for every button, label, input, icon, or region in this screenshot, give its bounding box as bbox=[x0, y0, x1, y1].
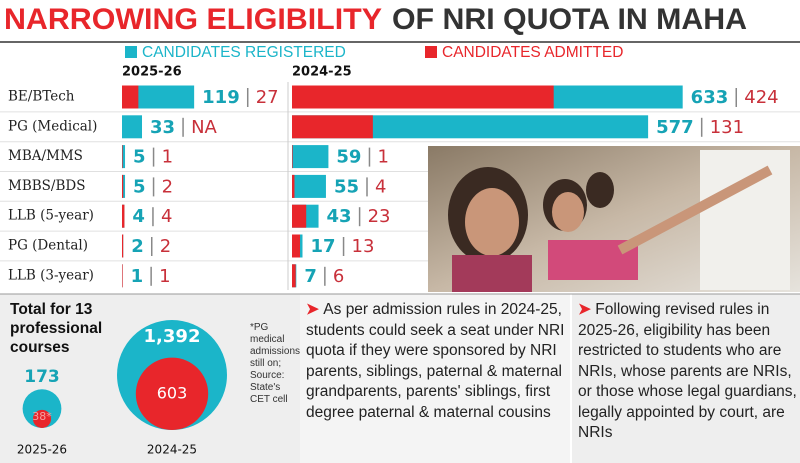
bar-registered bbox=[122, 85, 195, 109]
bar-admitted bbox=[122, 204, 125, 228]
category-label: MBBS/BDS bbox=[8, 178, 85, 194]
legend-swatch bbox=[425, 46, 437, 58]
bar-registered bbox=[122, 115, 143, 139]
value-label-admitted: 1 bbox=[159, 266, 170, 287]
circle-admitted bbox=[135, 357, 209, 431]
value-label-registered: 5 bbox=[133, 176, 146, 197]
note-text: As per admission rules in 2024-25, stude… bbox=[306, 301, 565, 421]
value-label-registered: 5 bbox=[133, 147, 146, 168]
value-label-admitted: 23 bbox=[368, 206, 391, 227]
value-label-registered: 7 bbox=[304, 266, 317, 287]
footnote: *PG medical admissions still on; Source:… bbox=[250, 322, 301, 405]
title-rest: OF NRI QUOTA IN MAHA bbox=[392, 3, 747, 36]
bar-admitted bbox=[292, 204, 307, 228]
bar-admitted bbox=[122, 174, 124, 198]
legend-swatch bbox=[125, 46, 137, 58]
value-label-admitted: NA bbox=[191, 117, 217, 138]
value-label-admitted: 2 bbox=[162, 176, 173, 197]
value-label-registered: 33 bbox=[150, 117, 175, 138]
value-label-admitted: 1 bbox=[162, 147, 173, 168]
bar-registered bbox=[122, 174, 126, 198]
value-label-registered: 577 bbox=[656, 117, 694, 138]
category-label: LLB (5-year) bbox=[8, 208, 94, 224]
legend-label: CANDIDATES REGISTERED bbox=[142, 44, 346, 61]
title-highlight: NARROWING ELIGIBILITY bbox=[4, 3, 382, 36]
note: ➤ Following revised rules in 2025-26, el… bbox=[578, 301, 797, 441]
value-label-registered: 2 bbox=[131, 236, 144, 257]
value-label-admitted: 2 bbox=[160, 236, 171, 257]
year-label: 2025-26 bbox=[17, 443, 67, 457]
legend-label: CANDIDATES ADMITTED bbox=[442, 44, 623, 61]
year-label: 2024-25 bbox=[292, 65, 352, 80]
bar-admitted bbox=[292, 145, 293, 169]
bar-admitted bbox=[122, 145, 123, 169]
note-text: Following revised rules in 2025-26, elig… bbox=[578, 301, 797, 441]
total-admitted: 38* bbox=[32, 410, 52, 423]
bar-admitted bbox=[292, 264, 296, 288]
value-label-registered: 4 bbox=[132, 206, 145, 227]
bar-admitted bbox=[122, 85, 139, 109]
value-label-admitted: 4 bbox=[375, 176, 386, 197]
bar-admitted bbox=[122, 234, 124, 258]
bar-admitted bbox=[292, 85, 554, 109]
value-label-registered: 55 bbox=[334, 176, 359, 197]
bar-admitted bbox=[122, 264, 123, 288]
value-label-registered: 1 bbox=[131, 266, 144, 287]
photo bbox=[428, 146, 800, 292]
totals-title: Total for 13 professional courses bbox=[10, 301, 103, 356]
value-label-admitted: 1 bbox=[377, 147, 388, 168]
category-label: LLB (3-year) bbox=[8, 267, 94, 283]
value-label-registered: 43 bbox=[327, 206, 352, 227]
note: ➤ As per admission rules in 2024-25, stu… bbox=[306, 301, 565, 421]
value-label-admitted: 131 bbox=[710, 117, 744, 138]
bar-registered bbox=[122, 145, 126, 169]
circle-registered bbox=[22, 389, 62, 428]
bar-admitted bbox=[292, 234, 301, 258]
bar-registered bbox=[292, 145, 329, 169]
value-label-registered: 17 bbox=[310, 236, 335, 257]
value-label-registered: 119 bbox=[202, 87, 240, 108]
category-label: PG (Medical) bbox=[8, 118, 97, 134]
value-label-admitted: 4 bbox=[161, 206, 172, 227]
total-registered: 173 bbox=[24, 367, 60, 387]
panel-bg bbox=[300, 294, 570, 463]
bar-registered bbox=[292, 174, 326, 198]
value-label-admitted: 6 bbox=[333, 266, 344, 287]
bar-registered bbox=[292, 115, 649, 139]
value-label-admitted: 13 bbox=[352, 236, 375, 257]
bar-admitted bbox=[292, 174, 295, 198]
total-registered: 1,392 bbox=[144, 326, 201, 347]
category-label: MBA/MMS bbox=[8, 148, 83, 164]
category-label: BE/BTech bbox=[8, 89, 75, 105]
year-label: 2025-26 bbox=[122, 65, 182, 80]
category-label: PG (Dental) bbox=[8, 238, 88, 254]
circle-admitted bbox=[32, 409, 52, 429]
value-label-admitted: 27 bbox=[256, 87, 279, 108]
value-label-admitted: 424 bbox=[744, 87, 778, 108]
total-admitted: 603 bbox=[157, 383, 188, 402]
value-label-registered: 633 bbox=[691, 87, 729, 108]
bar-admitted bbox=[292, 115, 373, 139]
panel-bg bbox=[572, 294, 800, 463]
value-label-registered: 59 bbox=[336, 147, 361, 168]
year-label: 2024-25 bbox=[147, 443, 197, 457]
